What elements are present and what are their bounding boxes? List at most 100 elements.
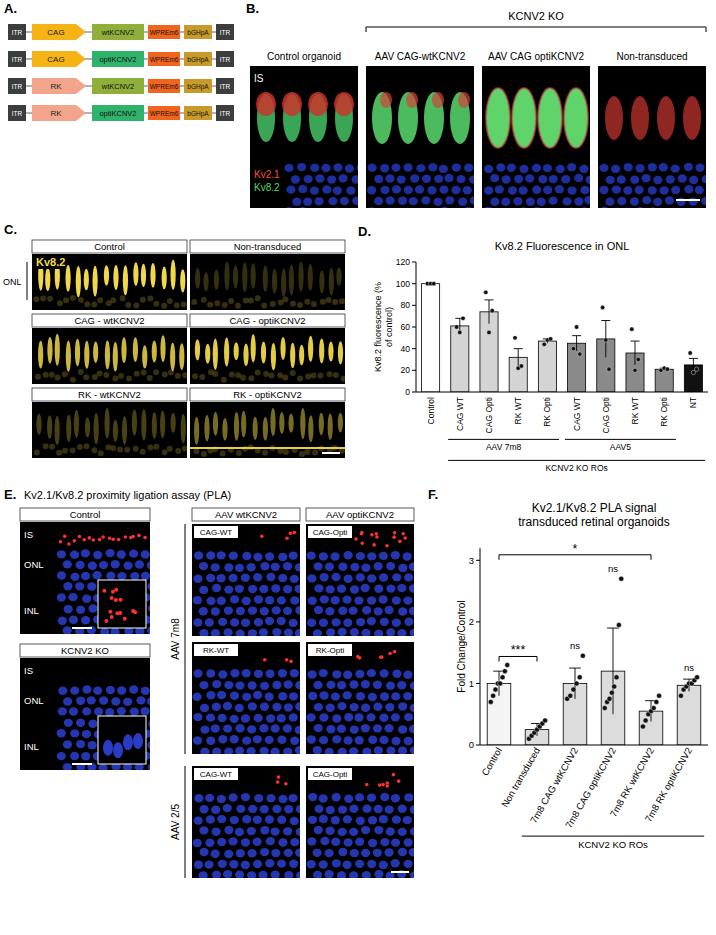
nucleus xyxy=(653,198,662,206)
nucleus xyxy=(314,703,323,711)
cell xyxy=(214,269,219,290)
cell xyxy=(213,338,218,369)
nucleus xyxy=(272,805,281,813)
nucleus xyxy=(356,618,365,626)
data-point xyxy=(643,718,648,723)
nucleus xyxy=(70,686,79,694)
data-point xyxy=(502,669,507,674)
nucleus xyxy=(325,563,334,571)
nucleus xyxy=(77,444,83,450)
nucleus xyxy=(140,707,149,715)
nucleus xyxy=(526,197,535,205)
data-point xyxy=(614,675,619,680)
nucleus xyxy=(338,607,347,615)
nucleus xyxy=(243,298,249,304)
y-tick-label: 0 xyxy=(405,387,410,397)
layer-label: ONL xyxy=(24,695,44,706)
x-labels: ControlNon transduced7m8 CAG wtKCNV27m8 … xyxy=(479,746,694,831)
nucleus xyxy=(337,681,346,689)
row-label-group: AAV 7m8 xyxy=(170,618,181,660)
nucleus xyxy=(206,597,215,605)
nucleus xyxy=(57,300,63,306)
x-tick-label: RK Opti xyxy=(659,397,669,427)
nucleus xyxy=(391,737,400,745)
label-box xyxy=(32,388,187,401)
cell xyxy=(328,341,333,361)
nucleus xyxy=(240,375,246,381)
nucleus xyxy=(265,859,274,867)
gene-box xyxy=(92,24,144,40)
y-tick xyxy=(412,262,416,263)
data-point xyxy=(600,305,604,309)
nucleus xyxy=(278,795,287,803)
nucleus xyxy=(212,747,221,754)
nucleus xyxy=(611,165,620,173)
nucleus xyxy=(110,297,116,303)
nucleus xyxy=(199,826,208,834)
nucleus xyxy=(343,619,352,627)
column-label: AAV optiKCNV2 xyxy=(326,509,394,520)
nucleus xyxy=(87,696,96,704)
nucleus xyxy=(343,595,352,603)
nucleus xyxy=(236,849,245,857)
data-point xyxy=(458,330,462,334)
nucleus xyxy=(91,447,97,453)
nucleus xyxy=(206,815,215,823)
nucleus xyxy=(182,445,187,451)
cell xyxy=(76,266,81,297)
wpre-box xyxy=(148,25,180,39)
nucleus xyxy=(217,551,226,559)
nucleus xyxy=(326,681,335,689)
x-tick-label: CAG WT xyxy=(455,397,465,431)
wpre-box xyxy=(148,106,180,120)
nucleus xyxy=(230,715,239,723)
label-box xyxy=(20,644,150,657)
nucleus xyxy=(167,446,173,452)
nucleus xyxy=(398,607,407,615)
nucleus xyxy=(199,805,208,813)
nucleus xyxy=(391,163,400,171)
nucleus xyxy=(519,165,528,173)
nucleus xyxy=(374,175,383,183)
nucleus xyxy=(242,815,251,823)
nucleus xyxy=(320,573,329,581)
panel-label: A. xyxy=(4,1,17,16)
pla-dot xyxy=(360,532,364,536)
nucleus xyxy=(117,550,126,558)
nucleus xyxy=(295,629,300,636)
nucleus xyxy=(200,747,209,754)
nucleus xyxy=(374,585,383,593)
nucleus xyxy=(55,375,61,381)
cell xyxy=(195,268,200,289)
nucleus xyxy=(338,628,347,636)
nucleus xyxy=(410,629,414,636)
pla-dot xyxy=(63,535,67,539)
x-tick-label: Control xyxy=(426,397,436,425)
label-box xyxy=(190,240,345,253)
data-point xyxy=(695,675,700,680)
pla-dot xyxy=(285,536,289,540)
pla-dot xyxy=(354,537,358,541)
data-point xyxy=(432,281,436,285)
nucleus xyxy=(81,616,90,624)
nucleus xyxy=(235,564,244,572)
nucleus xyxy=(308,670,317,678)
nucleus xyxy=(556,165,565,173)
scale-bar xyxy=(391,871,409,873)
nucleus xyxy=(283,607,292,615)
construct: ITRITRCAGwtKCNV2WPREm6bGHpA xyxy=(8,24,234,40)
nucleus xyxy=(110,628,119,634)
nucleus xyxy=(428,163,437,171)
nucleus xyxy=(367,669,376,677)
nucleus xyxy=(398,747,407,754)
cell xyxy=(234,342,239,360)
pla-dot xyxy=(82,538,86,542)
label-box xyxy=(194,644,238,656)
data-point xyxy=(568,693,573,698)
nucleus xyxy=(356,552,365,560)
pla-dot xyxy=(397,779,401,783)
nucleus xyxy=(218,714,227,722)
pla-dot xyxy=(114,588,118,592)
micrograph xyxy=(32,402,187,458)
nucleus xyxy=(313,871,322,878)
